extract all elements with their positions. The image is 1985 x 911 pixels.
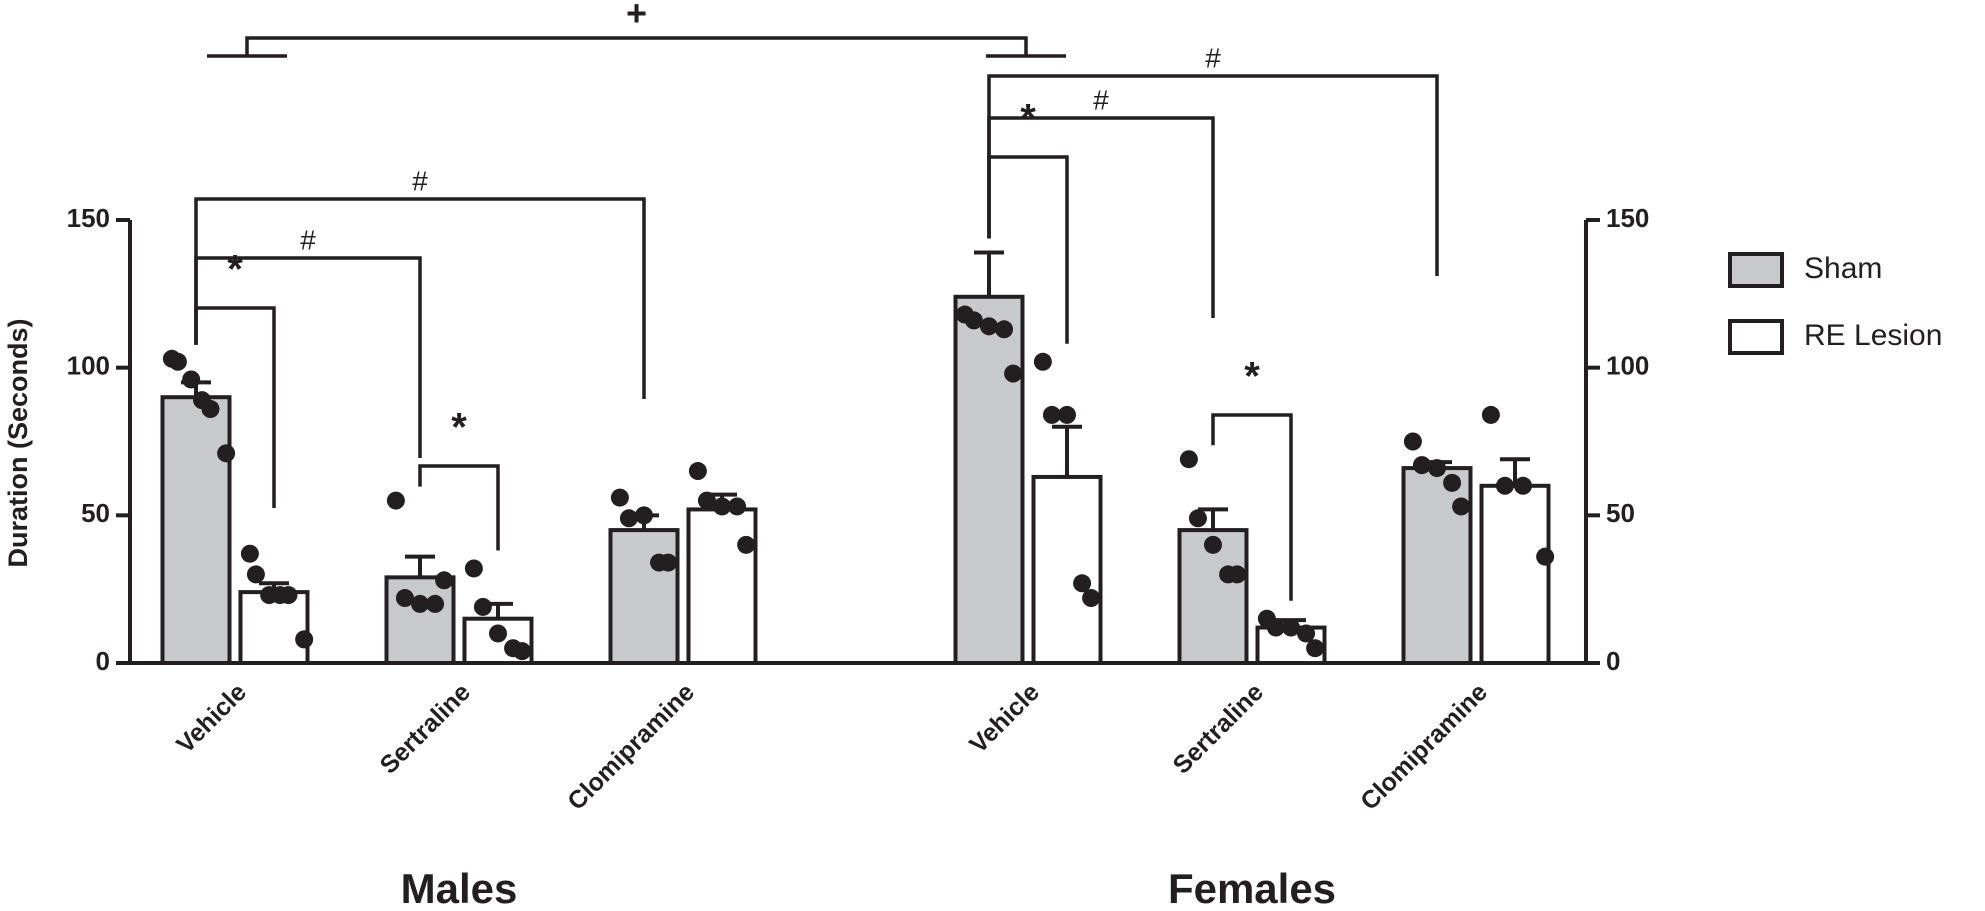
significance-bracket bbox=[194, 197, 646, 399]
y-tick-label: 50 bbox=[81, 498, 110, 528]
data-point bbox=[1204, 535, 1222, 554]
data-point bbox=[1297, 624, 1316, 643]
data-point bbox=[980, 317, 998, 336]
x-tick-label: Clomipramine bbox=[1355, 678, 1493, 816]
data-point bbox=[697, 491, 716, 510]
x-tick-label: Sertraline bbox=[375, 678, 476, 779]
data-point bbox=[1481, 405, 1500, 424]
legend-swatch bbox=[1728, 252, 1784, 288]
data-point bbox=[1536, 547, 1555, 566]
significance-label: # bbox=[300, 224, 316, 255]
group-label: Males bbox=[401, 865, 518, 911]
data-point bbox=[1188, 509, 1207, 528]
data-point bbox=[964, 311, 983, 330]
y-tick-label-right: 50 bbox=[1606, 498, 1635, 528]
data-point bbox=[473, 597, 492, 616]
data-point bbox=[1179, 450, 1198, 469]
significance-bracket bbox=[245, 36, 1028, 56]
data-point bbox=[489, 624, 507, 643]
data-point bbox=[1228, 565, 1247, 584]
data-point bbox=[279, 586, 298, 605]
x-tick-label: Sertraline bbox=[1168, 678, 1269, 779]
data-point bbox=[1042, 405, 1061, 424]
significance-label: * bbox=[227, 248, 243, 292]
data-point bbox=[737, 535, 756, 554]
data-point bbox=[217, 444, 236, 463]
y-tick-label: 0 bbox=[96, 646, 110, 676]
bar bbox=[686, 507, 758, 665]
significance-label: * bbox=[451, 406, 467, 450]
bar bbox=[953, 294, 1025, 665]
significance-bracket bbox=[1211, 413, 1293, 601]
data-point bbox=[659, 553, 678, 572]
data-point bbox=[1004, 364, 1023, 383]
data-point bbox=[411, 594, 429, 613]
data-point bbox=[464, 559, 483, 578]
data-point bbox=[1412, 456, 1431, 475]
significance-label: # bbox=[1093, 84, 1109, 115]
data-point bbox=[513, 642, 532, 661]
data-point bbox=[1306, 639, 1325, 658]
data-point bbox=[1058, 405, 1076, 424]
data-point bbox=[182, 370, 201, 389]
data-point bbox=[240, 544, 259, 563]
significance-label: # bbox=[1205, 42, 1221, 73]
legend-label: Sham bbox=[1804, 252, 1882, 285]
y-tick-label-right: 100 bbox=[1606, 351, 1649, 381]
x-tick-label: Vehicle bbox=[171, 678, 252, 759]
data-point bbox=[635, 506, 653, 525]
data-point bbox=[1266, 618, 1285, 637]
data-point bbox=[619, 509, 638, 528]
y-tick-label: 150 bbox=[67, 203, 110, 233]
x-tick-label: Vehicle bbox=[964, 678, 1045, 759]
data-point bbox=[1428, 459, 1446, 478]
data-point bbox=[246, 565, 265, 584]
bar bbox=[384, 575, 456, 665]
significance-bracket bbox=[418, 464, 500, 551]
y-tick-label-right: 150 bbox=[1606, 203, 1649, 233]
y-axis-label: Duration (Seconds) bbox=[3, 318, 33, 567]
data-point bbox=[395, 589, 414, 608]
bar bbox=[1031, 474, 1103, 665]
bar bbox=[238, 590, 310, 665]
bar bbox=[1401, 466, 1473, 665]
data-point bbox=[201, 400, 220, 419]
bar bbox=[1479, 483, 1551, 665]
significance-label: + bbox=[626, 0, 647, 34]
data-point bbox=[1033, 352, 1052, 371]
data-point bbox=[1443, 473, 1462, 492]
data-point bbox=[1514, 476, 1533, 495]
x-tick-label: Clomipramine bbox=[562, 678, 700, 816]
bar bbox=[160, 395, 232, 665]
significance-bracket bbox=[987, 74, 1439, 276]
legend-label: RE Lesion bbox=[1804, 319, 1942, 352]
data-point bbox=[713, 497, 731, 516]
data-point bbox=[1495, 476, 1514, 495]
data-point bbox=[728, 497, 747, 516]
data-point bbox=[168, 352, 187, 371]
group-label: Females bbox=[1168, 865, 1336, 911]
legend-swatch bbox=[1728, 319, 1784, 355]
significance-label: # bbox=[412, 165, 428, 196]
data-point bbox=[386, 491, 405, 510]
data-point bbox=[995, 320, 1014, 339]
significance-label: * bbox=[1244, 355, 1260, 399]
data-point bbox=[426, 594, 445, 613]
data-point bbox=[1452, 497, 1471, 516]
data-point bbox=[295, 630, 314, 649]
data-point bbox=[688, 462, 707, 481]
y-tick-label: 100 bbox=[67, 351, 110, 381]
significance-bracket bbox=[987, 116, 1215, 318]
data-point bbox=[1073, 574, 1092, 593]
data-point bbox=[1282, 618, 1300, 637]
data-point bbox=[1403, 432, 1422, 451]
data-point bbox=[435, 571, 454, 590]
bar bbox=[608, 528, 680, 665]
data-point bbox=[610, 488, 629, 507]
y-tick-label-right: 0 bbox=[1606, 646, 1620, 676]
data-point bbox=[1082, 589, 1101, 608]
